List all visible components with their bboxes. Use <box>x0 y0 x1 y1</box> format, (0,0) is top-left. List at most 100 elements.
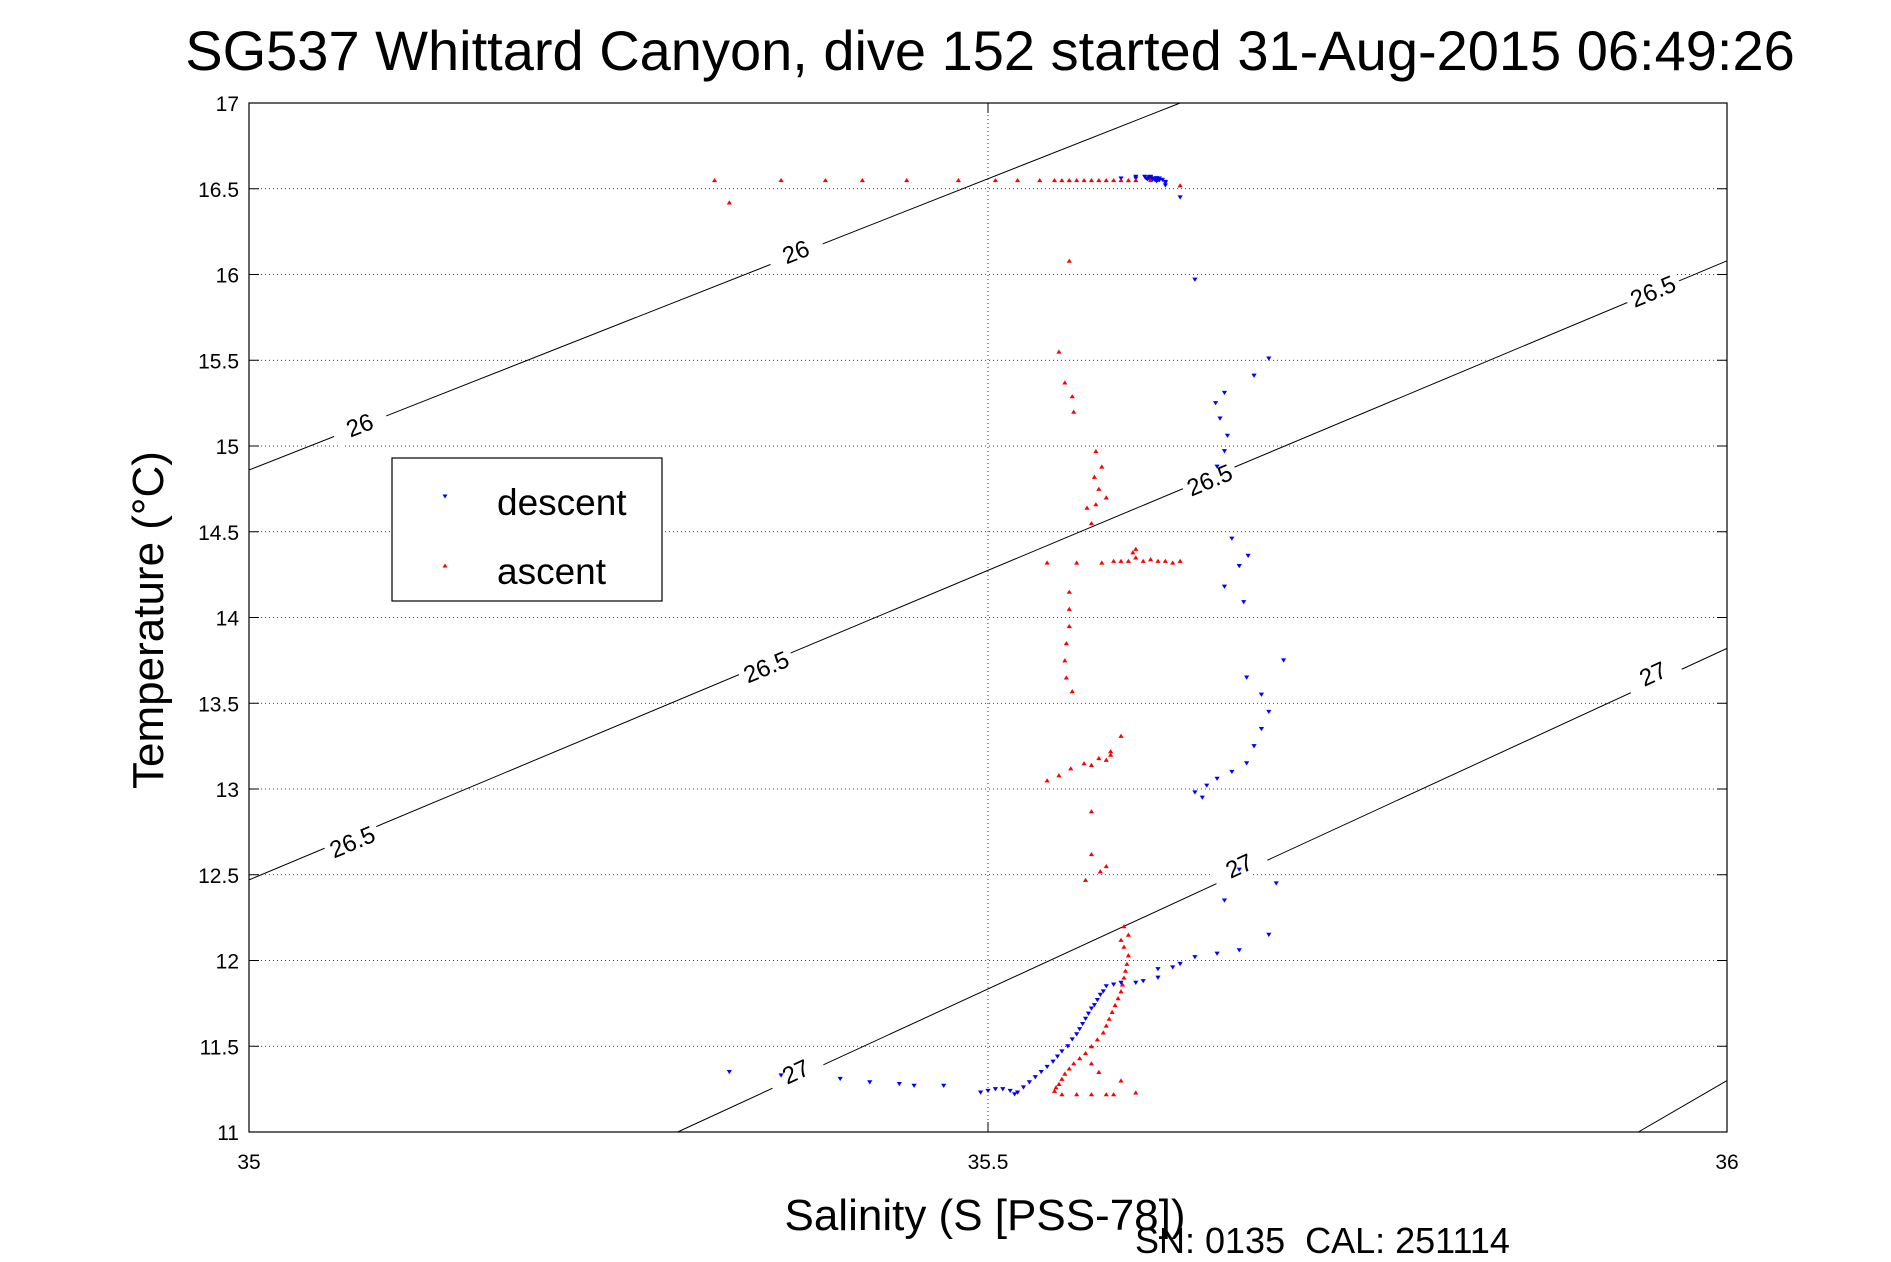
ascent-point <box>1088 177 1095 183</box>
descent-point <box>1213 401 1219 406</box>
ascent-point <box>1088 1044 1095 1049</box>
y-tick-label: 12.5 <box>198 865 239 888</box>
descent-point <box>1059 1049 1065 1054</box>
descent-point <box>1241 600 1247 605</box>
axis-ticks: 35 35.5 36 11 11.5 12 12.5 13 13.5 14 14.5 15 15.5 16… <box>198 93 1739 1174</box>
y-tick-label: 15 <box>216 436 239 459</box>
descent-point <box>1097 992 1103 997</box>
ascent-point <box>1014 177 1021 183</box>
ascent-point <box>1077 1056 1083 1061</box>
ascent-point <box>1130 550 1136 555</box>
descent-point <box>1177 961 1183 967</box>
ascent-point <box>1125 558 1132 563</box>
ascent-point <box>1081 761 1087 766</box>
descent-point <box>1236 564 1242 569</box>
contour-label-bg <box>765 229 827 275</box>
ascent-point <box>992 177 998 183</box>
descent-point <box>1038 1069 1044 1075</box>
descent-point <box>911 1083 917 1088</box>
ascent-point <box>1125 932 1132 937</box>
y-tick-label: 11.5 <box>200 1036 239 1059</box>
ascent-point <box>1088 809 1095 814</box>
ascent-point <box>1103 1023 1109 1028</box>
chart-title: SG537 Whittard Canyon, dive 152 started … <box>185 19 1794 82</box>
ascent-point <box>1062 380 1068 385</box>
ascent-point <box>1103 495 1109 500</box>
ascent-point <box>1071 1061 1077 1066</box>
descent-point <box>1245 553 1251 558</box>
contour-label-bg <box>329 403 391 448</box>
ascent-point <box>1066 1066 1072 1071</box>
ascent-point <box>1170 560 1176 565</box>
descent-point <box>726 1069 732 1075</box>
legend-box <box>391 457 663 602</box>
ascent-point <box>1088 1061 1095 1066</box>
y-axis-label: Temperature (°C) <box>124 451 173 789</box>
contour-label-bg <box>321 819 384 865</box>
descent-point <box>1026 1080 1032 1085</box>
descent-point <box>867 1080 873 1085</box>
ascent-point <box>1109 1009 1115 1014</box>
y-tick-label: 16.5 <box>198 179 239 202</box>
ascent-point <box>1096 177 1102 183</box>
descent-point <box>1199 795 1205 800</box>
x-tick-label: 35 <box>237 1151 260 1174</box>
descent-point <box>992 1087 998 1092</box>
ascent-point <box>1062 658 1068 663</box>
ascent-point <box>1053 1085 1059 1090</box>
ascent-point <box>1088 1092 1095 1097</box>
y-tick-label: 14 <box>216 608 240 631</box>
y-tick-label: 13.5 <box>198 693 239 716</box>
ascent-point <box>726 200 732 205</box>
ascent-point <box>1051 177 1058 183</box>
ascent-point <box>1074 560 1080 565</box>
descent-point <box>1217 416 1223 421</box>
ascent-point <box>1094 1037 1100 1042</box>
ascent-point <box>1111 558 1117 563</box>
ascent-point <box>1103 863 1109 869</box>
descent-point <box>896 1081 902 1087</box>
ascent-point <box>1088 851 1095 857</box>
ascent-point <box>1062 1071 1068 1076</box>
descent-point <box>1079 1021 1086 1027</box>
descent-point <box>1273 881 1279 886</box>
descent-point <box>1118 980 1124 985</box>
ascent-point <box>1103 1092 1109 1097</box>
descent-point <box>1155 975 1161 980</box>
descent-point <box>1251 744 1257 749</box>
descent-point <box>1020 1085 1027 1090</box>
contour-label-bg <box>764 1048 827 1096</box>
descent-point <box>1012 1092 1018 1097</box>
ascent-point <box>1133 177 1139 183</box>
serial-cal-footer: SN: 0135 CAL: 251114 <box>1135 1220 1510 1261</box>
descent-point <box>1192 955 1198 960</box>
descent-point <box>941 1083 947 1088</box>
descent-point <box>1103 984 1109 989</box>
ascent-point <box>1121 975 1127 980</box>
descent-point <box>1177 195 1183 200</box>
ascent-point <box>1088 762 1095 767</box>
ascent-point <box>1133 546 1139 551</box>
ascent-point <box>1066 258 1072 263</box>
data-points <box>711 174 1287 1097</box>
ascent-point <box>1066 606 1072 611</box>
descent-point <box>1133 980 1139 985</box>
descent-point <box>1150 176 1157 181</box>
descent-point <box>837 1076 843 1082</box>
chart-grid <box>249 103 1727 1132</box>
y-tick-label: 11 <box>217 1122 239 1145</box>
contour-label-bg <box>735 644 798 691</box>
ascent-point <box>1112 1002 1118 1008</box>
ascent-point <box>1121 924 1127 929</box>
ascent-point <box>1074 1092 1080 1097</box>
ascent-point <box>859 177 865 183</box>
x-axis-label: Salinity (S [PSS-78]) <box>784 1191 1185 1240</box>
descent-point <box>1065 1044 1071 1049</box>
descent-point <box>1162 180 1168 185</box>
ascent-point <box>1108 752 1114 757</box>
descent-point <box>1229 536 1235 541</box>
y-tick-label: 15.5 <box>198 350 239 373</box>
descent-point <box>1204 783 1210 788</box>
descent-point <box>1281 658 1287 663</box>
descent-point <box>1251 373 1257 378</box>
